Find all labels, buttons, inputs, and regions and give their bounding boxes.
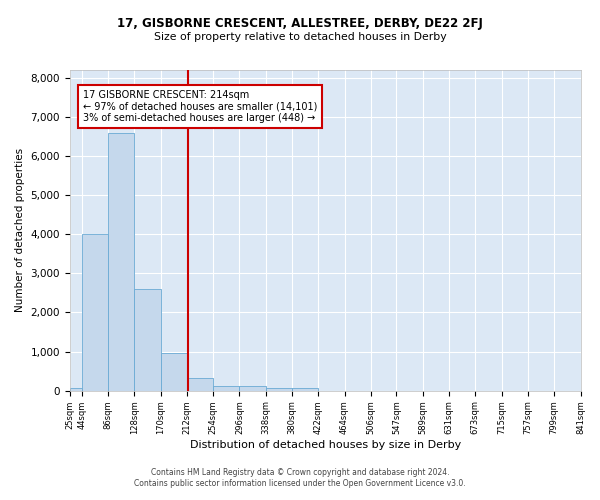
Bar xyxy=(134,289,161,390)
Text: Contains HM Land Registry data © Crown copyright and database right 2024.
Contai: Contains HM Land Registry data © Crown c… xyxy=(134,468,466,487)
Bar xyxy=(108,132,134,390)
Bar xyxy=(239,386,266,390)
Bar xyxy=(82,234,108,390)
Bar xyxy=(292,388,318,390)
X-axis label: Distribution of detached houses by size in Derby: Distribution of detached houses by size … xyxy=(190,440,461,450)
Bar xyxy=(266,388,292,390)
Text: Size of property relative to detached houses in Derby: Size of property relative to detached ho… xyxy=(154,32,446,42)
Bar xyxy=(161,353,187,391)
Text: 17 GISBORNE CRESCENT: 214sqm
← 97% of detached houses are smaller (14,101)
3% of: 17 GISBORNE CRESCENT: 214sqm ← 97% of de… xyxy=(83,90,317,123)
Bar xyxy=(187,378,213,390)
Y-axis label: Number of detached properties: Number of detached properties xyxy=(15,148,25,312)
Text: 17, GISBORNE CRESCENT, ALLESTREE, DERBY, DE22 2FJ: 17, GISBORNE CRESCENT, ALLESTREE, DERBY,… xyxy=(117,18,483,30)
Bar xyxy=(70,388,82,390)
Bar xyxy=(213,386,239,390)
